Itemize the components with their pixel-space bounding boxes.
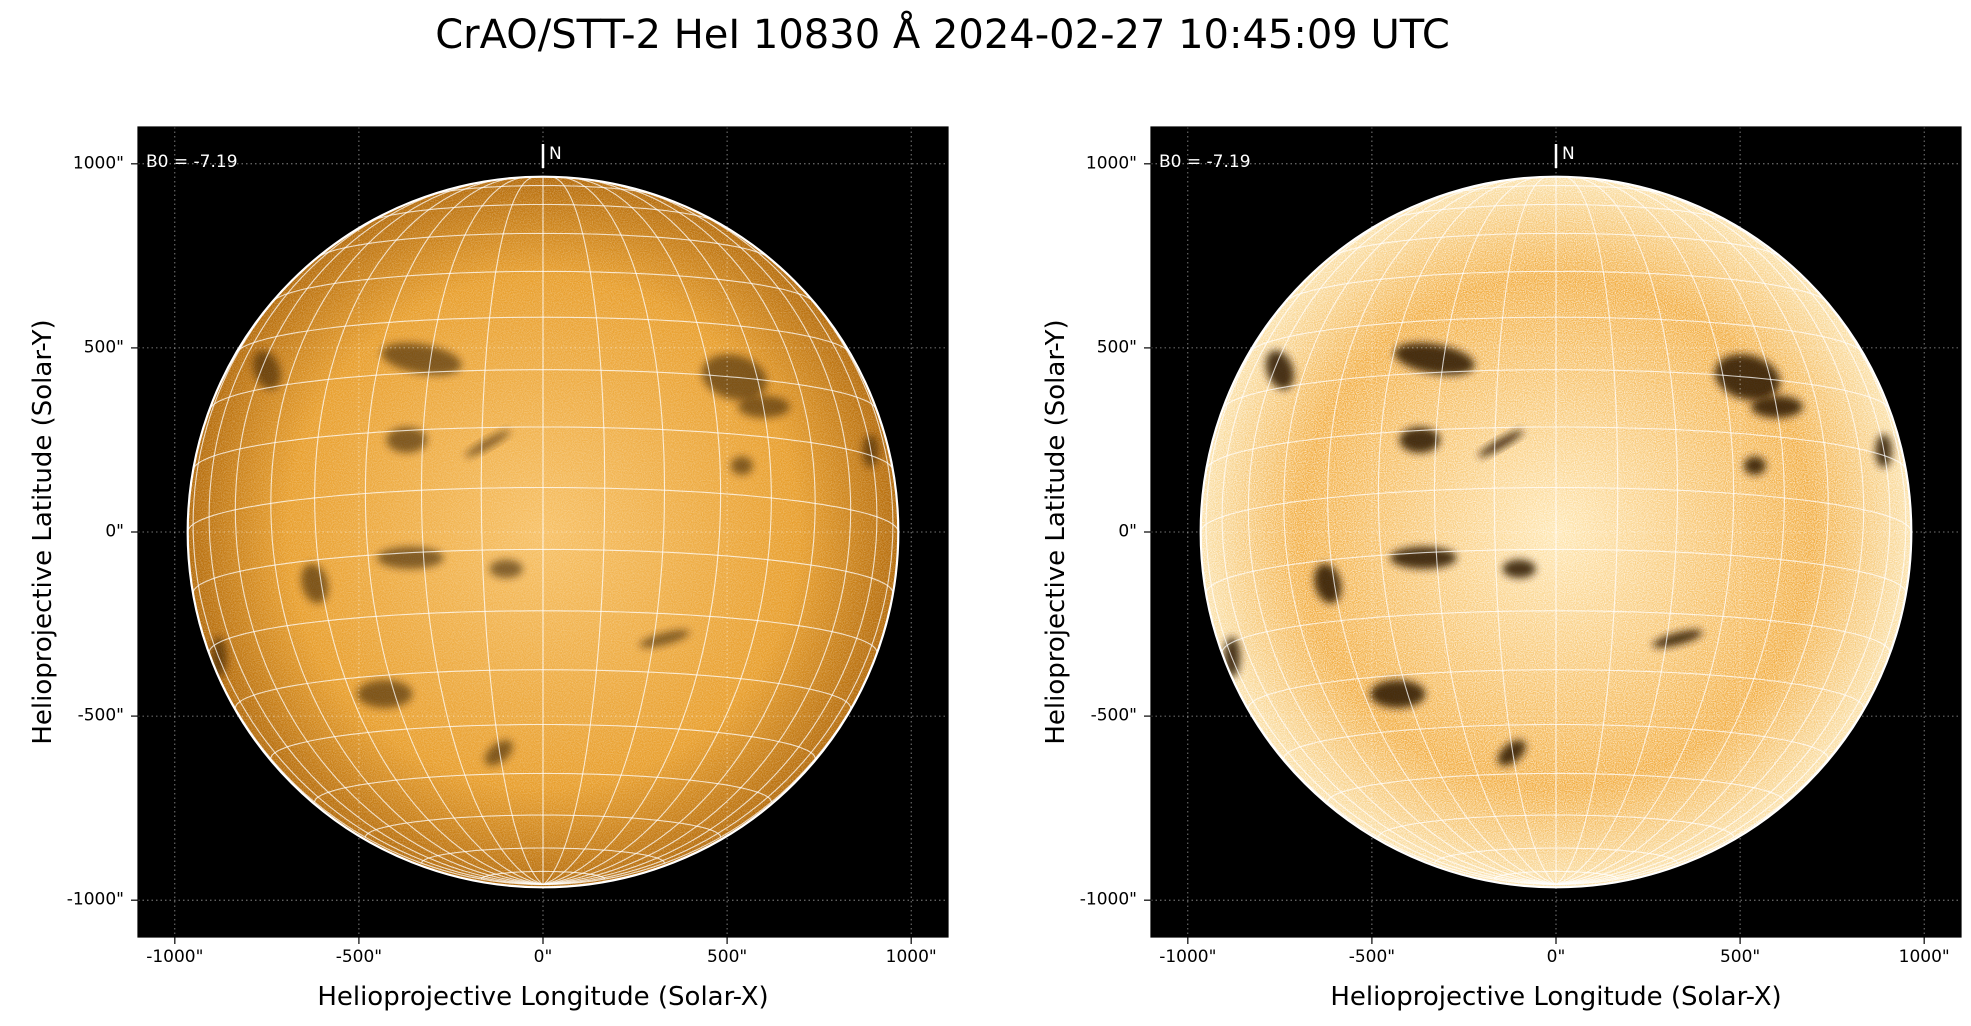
left-xtick-label: 0" [533,947,553,967]
left-longitude-line [542,241,894,886]
right-active-region [1265,350,1294,390]
left-plot-frame [137,126,949,938]
right-active-region [1370,680,1426,708]
left-longitude-line [420,176,544,886]
left-active-region [489,559,523,579]
right-active-region [1502,559,1536,579]
left-longitude-line [208,198,544,886]
left-longitude-line [234,186,544,886]
right-ytick-label: 1000" [1085,153,1137,174]
left-active-region [252,350,281,390]
left-longitude-line [192,241,544,886]
left-xtick-label: 1000" [885,947,937,967]
left-ytick-label: -500" [77,705,124,726]
left-longitude-line [480,176,544,885]
right-longitude-line [1283,180,1557,886]
left-active-region [730,456,753,475]
right-ytick-label: 0" [1118,521,1137,542]
left-b0-label: B0 = -7.19 [146,152,238,172]
left-longitude-line [270,180,544,886]
left-active-region [465,430,511,458]
right-y-axis-label: Helioprojective Latitude (Solar-Y) [1041,319,1071,745]
right-plot-frame [1150,126,1962,938]
right-active-region [1652,630,1703,648]
left-ytick-label: 0" [105,521,124,542]
left-active-region [381,342,462,376]
left-active-region [357,680,413,708]
right-longitude-line [1555,178,1785,886]
right-active-region [1497,740,1526,766]
right-xtick-label: -1000" [1159,947,1217,967]
right-x-axis-label: Helioprojective Longitude (Solar-X) [1330,982,1782,1012]
right-xtick-label: 1000" [1898,947,1950,967]
right-active-region [1390,546,1457,569]
left-x-axis-label: Helioprojective Longitude (Solar-X) [317,982,769,1012]
right-xtick-label: 500" [1719,947,1761,967]
left-active-region [484,740,513,766]
left-longitude-line [542,176,606,885]
left-longitude-line [542,176,666,886]
right-longitude-line [1555,186,1865,886]
right-xtick-label: 0" [1546,947,1566,967]
right-longitude-line [1555,176,1619,885]
right-ytick-label: -1000" [1079,889,1137,910]
right-longitude-line [1555,198,1891,886]
right-longitude-line [1327,178,1557,886]
left-active-region [301,563,329,604]
left-ytick-label: -1000" [66,889,124,910]
left-active-region [377,546,444,569]
left-xtick-label: -1000" [146,947,204,967]
left-ytick-label: 1000" [72,153,124,174]
left-longitude-line [542,186,852,886]
left-longitude-line [542,178,772,886]
right-b0-label: B0 = -7.19 [1159,152,1251,172]
right-panel: B0 = -7.19 N 1000" 500" 0" -500" -1000" … [1041,126,1962,1012]
right-longitude-line [1555,177,1735,886]
left-longitude-line [542,177,722,886]
right-longitude-line [1555,180,1829,886]
left-xtick-label: 500" [706,947,748,967]
left-north-label: N [549,144,562,164]
right-active-region [1478,430,1524,458]
left-xtick-label: -500" [335,947,383,967]
right-active-region [1394,342,1475,376]
right-longitude-line [1555,241,1907,886]
left-panel: B0 = -7.19 N 1000" 500" 0" -500" -1000" … [28,126,949,1012]
left-active-region [386,427,428,453]
right-longitude-line [1433,176,1557,886]
left-solar-disk-plot [131,126,949,944]
right-active-region [1314,563,1342,604]
left-longitude-line [314,178,544,886]
left-longitude-line [364,177,544,886]
left-y-axis-label: Helioprojective Latitude (Solar-Y) [28,319,58,745]
right-longitude-line [1377,177,1557,886]
right-active-region [1743,456,1766,475]
right-solar-disk-plot [1144,126,1962,944]
right-longitude-line [1555,176,1679,886]
right-ytick-label: -500" [1090,705,1137,726]
right-longitude-line [1221,198,1557,886]
right-xtick-label: -500" [1348,947,1396,967]
right-longitude-line [1205,241,1557,886]
right-longitude-line [1493,176,1557,885]
right-active-region [1399,427,1441,453]
left-ytick-label: 500" [83,337,124,358]
left-longitude-line [542,180,816,886]
left-active-region [639,630,690,648]
left-longitude-line [542,198,878,886]
right-longitude-line [1247,186,1557,886]
right-ytick-label: 500" [1096,337,1137,358]
right-north-label: N [1562,144,1575,164]
figure-title: CrAO/STT-2 HeI 10830 Å 2024-02-27 10:45:… [435,12,1450,58]
